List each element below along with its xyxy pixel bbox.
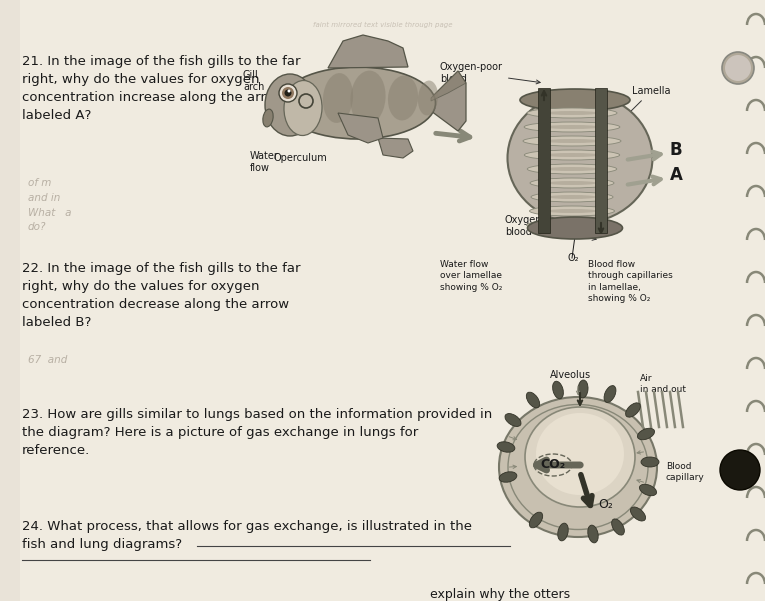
Circle shape bbox=[279, 84, 297, 102]
Text: faint mirrored text visible through page: faint mirrored text visible through page bbox=[313, 22, 453, 28]
Ellipse shape bbox=[542, 139, 601, 143]
Ellipse shape bbox=[505, 413, 521, 427]
Text: CO₂: CO₂ bbox=[540, 459, 565, 472]
Text: Water
flow: Water flow bbox=[250, 151, 279, 174]
Ellipse shape bbox=[531, 192, 613, 202]
Text: Oxygen-rich
blood: Oxygen-rich blood bbox=[505, 215, 596, 240]
Text: 23. How are gills similar to lungs based on the information provided in
the diag: 23. How are gills similar to lungs based… bbox=[22, 408, 492, 457]
Text: Air
in and out: Air in and out bbox=[640, 374, 686, 394]
Text: of m                             
and in                           
What   a    : of m and in What a bbox=[28, 178, 148, 233]
Ellipse shape bbox=[284, 81, 322, 135]
Ellipse shape bbox=[545, 111, 599, 115]
Circle shape bbox=[288, 90, 291, 93]
Ellipse shape bbox=[536, 413, 624, 495]
Ellipse shape bbox=[523, 136, 621, 146]
Ellipse shape bbox=[630, 507, 646, 521]
Circle shape bbox=[722, 52, 754, 84]
Ellipse shape bbox=[529, 206, 614, 216]
Ellipse shape bbox=[640, 484, 656, 496]
Ellipse shape bbox=[388, 76, 418, 120]
Ellipse shape bbox=[578, 380, 588, 398]
Polygon shape bbox=[338, 113, 383, 143]
Polygon shape bbox=[378, 138, 413, 158]
Ellipse shape bbox=[641, 457, 659, 467]
Ellipse shape bbox=[281, 67, 435, 139]
Ellipse shape bbox=[545, 167, 599, 171]
Ellipse shape bbox=[497, 442, 515, 452]
Ellipse shape bbox=[528, 217, 623, 239]
Polygon shape bbox=[431, 71, 466, 101]
Ellipse shape bbox=[612, 519, 624, 535]
Ellipse shape bbox=[558, 523, 568, 541]
Ellipse shape bbox=[530, 178, 614, 188]
Ellipse shape bbox=[527, 164, 617, 174]
Text: Water flow
over lamellae
showing % O₂: Water flow over lamellae showing % O₂ bbox=[440, 260, 503, 292]
Text: Gill
arch: Gill arch bbox=[243, 70, 304, 100]
Ellipse shape bbox=[350, 70, 386, 126]
Circle shape bbox=[725, 55, 751, 81]
Text: 67  and: 67 and bbox=[28, 355, 67, 365]
Text: Alveolus: Alveolus bbox=[549, 370, 591, 380]
Ellipse shape bbox=[588, 525, 598, 543]
Ellipse shape bbox=[525, 407, 635, 507]
Ellipse shape bbox=[543, 125, 601, 129]
Text: 21. In the image of the fish gills to the far
right, why do the values for oxyge: 21. In the image of the fish gills to th… bbox=[22, 55, 301, 122]
Ellipse shape bbox=[524, 122, 620, 132]
Polygon shape bbox=[328, 35, 408, 68]
Ellipse shape bbox=[547, 181, 597, 185]
Ellipse shape bbox=[520, 89, 630, 111]
Ellipse shape bbox=[552, 381, 563, 399]
Text: Blood
capillary: Blood capillary bbox=[666, 462, 705, 482]
FancyBboxPatch shape bbox=[538, 88, 550, 233]
Circle shape bbox=[285, 90, 291, 97]
Text: explain why the otters: explain why the otters bbox=[430, 588, 570, 601]
Text: O₂: O₂ bbox=[598, 498, 613, 510]
FancyBboxPatch shape bbox=[595, 88, 607, 233]
Ellipse shape bbox=[265, 74, 315, 136]
Text: Oxygen-poor
blood: Oxygen-poor blood bbox=[440, 62, 540, 84]
Text: 24. What process, that allows for gas exchange, is illustrated in the
fish and l: 24. What process, that allows for gas ex… bbox=[22, 520, 472, 551]
Ellipse shape bbox=[548, 195, 597, 199]
Text: Lamella: Lamella bbox=[627, 86, 670, 115]
Text: A: A bbox=[670, 166, 683, 184]
FancyBboxPatch shape bbox=[0, 0, 20, 601]
Ellipse shape bbox=[507, 93, 653, 223]
Ellipse shape bbox=[323, 73, 353, 123]
Ellipse shape bbox=[527, 108, 617, 118]
Ellipse shape bbox=[626, 403, 640, 417]
Circle shape bbox=[282, 87, 294, 99]
Polygon shape bbox=[431, 71, 466, 131]
Ellipse shape bbox=[529, 512, 542, 528]
Ellipse shape bbox=[526, 220, 617, 230]
Text: Blood flow
through capillaries
in lamellae,
showing % O₂: Blood flow through capillaries in lamell… bbox=[588, 260, 672, 304]
Circle shape bbox=[720, 450, 760, 490]
Text: 22. In the image of the fish gills to the far
right, why do the values for oxyge: 22. In the image of the fish gills to th… bbox=[22, 262, 301, 329]
Text: O₂: O₂ bbox=[568, 253, 580, 263]
Ellipse shape bbox=[524, 150, 620, 160]
Ellipse shape bbox=[499, 397, 657, 537]
Text: Operculum: Operculum bbox=[273, 153, 327, 163]
Ellipse shape bbox=[499, 472, 517, 482]
Ellipse shape bbox=[418, 81, 438, 115]
Ellipse shape bbox=[637, 429, 655, 440]
Ellipse shape bbox=[545, 223, 599, 227]
Ellipse shape bbox=[543, 153, 601, 157]
Ellipse shape bbox=[604, 386, 616, 403]
Ellipse shape bbox=[546, 209, 597, 213]
Text: B: B bbox=[670, 141, 682, 159]
Ellipse shape bbox=[263, 109, 273, 127]
Ellipse shape bbox=[526, 392, 539, 408]
